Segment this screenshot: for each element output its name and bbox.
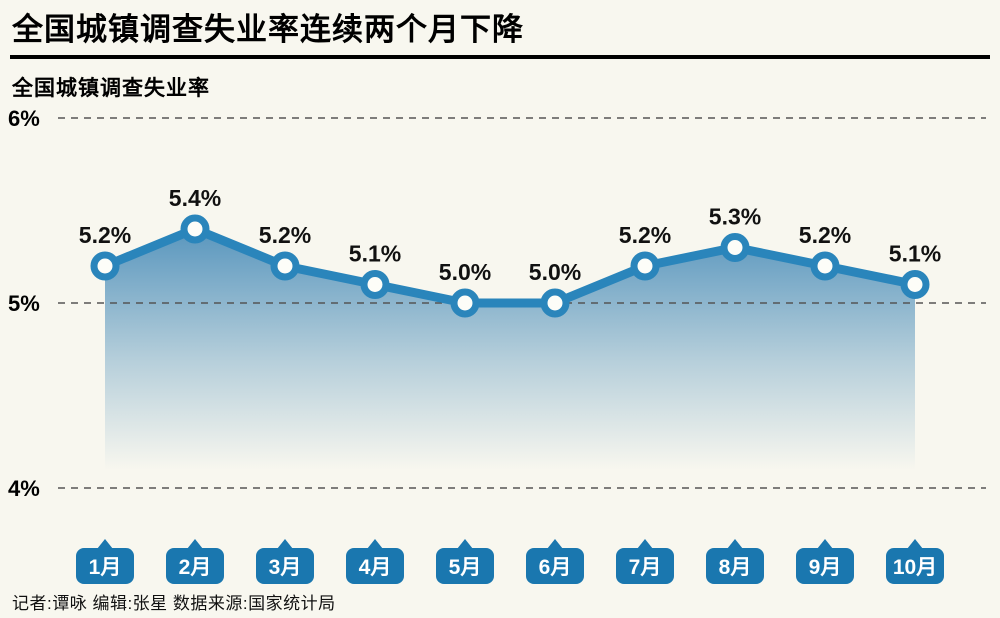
y-axis-label: 6%: [8, 106, 40, 131]
month-tag-notch: [457, 539, 473, 549]
month-tag-notch: [907, 539, 923, 549]
month-tag-label: 4月: [359, 556, 392, 579]
month-tag-label: 6月: [539, 556, 572, 579]
y-axis-label: 4%: [8, 476, 40, 501]
month-tag-label: 3月: [269, 556, 302, 579]
month-tag: [526, 548, 584, 584]
month-tag-label: 1月: [89, 556, 122, 579]
data-point-marker: [900, 270, 930, 299]
data-point-marker: [270, 251, 300, 281]
data-point-label: 5.4%: [169, 185, 221, 211]
area-fill: [105, 229, 915, 470]
month-tag: [886, 548, 944, 584]
data-point-label: 5.0%: [439, 259, 491, 285]
month-tag-label: 8月: [719, 556, 752, 579]
month-tag: [706, 548, 764, 584]
data-point-label: 5.2%: [619, 222, 671, 248]
title-divider: [10, 55, 990, 59]
month-tag-label: 10月: [893, 556, 937, 579]
month-tag-label: 2月: [179, 556, 212, 579]
month-tag: [346, 548, 404, 584]
data-point-label: 5.1%: [349, 241, 401, 267]
month-tag: [256, 548, 314, 584]
trend-line: [100, 224, 920, 308]
page-title: 全国城镇调查失业率连续两个月下降: [12, 12, 524, 47]
data-point-marker: [810, 251, 840, 281]
month-tag-notch: [187, 539, 203, 549]
data-point-marker: [630, 251, 660, 281]
month-tag-notch: [727, 539, 743, 549]
data-point-marker: [90, 251, 120, 281]
credits-line: 记者:谭咏 编辑:张星 数据来源:国家统计局: [12, 594, 336, 613]
month-tag-notch: [97, 539, 113, 549]
data-point-marker: [540, 288, 570, 318]
month-tag-notch: [547, 539, 563, 549]
data-point-label: 5.0%: [529, 259, 581, 285]
month-tag-label: 7月: [629, 556, 662, 579]
data-point-marker: [720, 233, 750, 262]
month-tag: [616, 548, 674, 584]
month-tag: [436, 548, 494, 584]
data-point-marker: [450, 288, 480, 318]
month-tag-notch: [817, 539, 833, 549]
data-point-label: 5.2%: [79, 222, 131, 248]
data-point-marker: [180, 214, 210, 244]
month-tag: [166, 548, 224, 584]
data-point-label: 5.1%: [889, 241, 941, 267]
data-point-label: 5.2%: [259, 222, 311, 248]
month-tag-label: 5月: [449, 556, 482, 579]
y-axis-label: 5%: [8, 291, 40, 316]
month-tag: [796, 548, 854, 584]
chart-title: 全国城镇调查失业率: [12, 77, 210, 100]
month-tag-label: 9月: [809, 556, 842, 579]
month-tag-notch: [367, 539, 383, 549]
month-tag: [76, 548, 134, 584]
data-point-marker: [360, 270, 390, 299]
data-point-label: 5.2%: [799, 222, 851, 248]
data-point-label: 5.3%: [709, 204, 761, 230]
month-tag-notch: [637, 539, 653, 549]
month-tag-notch: [277, 539, 293, 549]
